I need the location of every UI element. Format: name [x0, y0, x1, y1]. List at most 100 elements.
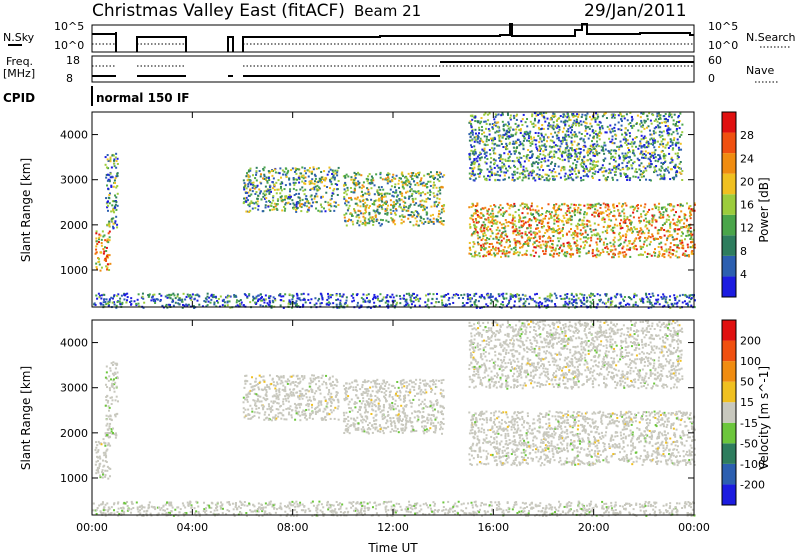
power-data-cell: [560, 140, 562, 142]
power-data-cell: [282, 199, 284, 201]
power-data-cell: [524, 216, 526, 218]
power-data-cell: [595, 241, 597, 243]
power-data-cell: [311, 178, 313, 180]
power-data-cell: [537, 166, 539, 168]
power-data-cell: [560, 209, 562, 211]
power-data-cell: [565, 142, 567, 144]
power-data-cell: [590, 160, 592, 162]
power-data-cell: [573, 207, 575, 209]
power-data-cell: [337, 194, 339, 196]
power-data-cell: [387, 182, 389, 184]
power-data-cell: [184, 298, 186, 300]
power-data-cell: [479, 159, 481, 161]
power-data-cell: [413, 297, 415, 299]
power-data-cell: [678, 256, 680, 258]
power-data-cell: [581, 294, 583, 296]
power-data-cell: [382, 189, 384, 191]
power-data-cell: [493, 143, 495, 145]
power-data-cell: [544, 155, 546, 157]
power-data-cell: [271, 175, 273, 177]
power-data-cell: [375, 214, 377, 216]
power-data-cell: [530, 234, 532, 236]
power-data-cell: [583, 205, 585, 207]
power-data-cell: [670, 221, 672, 223]
power-data-cell: [116, 226, 118, 228]
power-data-cell: [481, 126, 483, 128]
power-data-cell: [354, 189, 356, 191]
power-data-cell: [401, 193, 403, 195]
power-data-cell: [484, 207, 486, 209]
power-data-cell: [331, 195, 333, 197]
power-data-cell: [363, 181, 365, 183]
power-data-cell: [336, 184, 338, 186]
power-data-cell: [362, 200, 364, 202]
power-data-cell: [612, 230, 614, 232]
power-data-cell: [556, 119, 558, 121]
power-data-cell: [553, 142, 555, 144]
power-data-cell: [115, 216, 117, 218]
power-data-cell: [588, 138, 590, 140]
power-data-cell: [623, 222, 625, 224]
power-data-cell: [561, 203, 563, 205]
power-data-cell: [424, 206, 426, 208]
power-data-cell: [636, 210, 638, 212]
power-data-cell: [514, 173, 516, 175]
power-data-cell: [536, 219, 538, 221]
power-data-cell: [265, 294, 267, 296]
power-data-cell: [487, 210, 489, 212]
power-data-cell: [494, 254, 496, 256]
power-data-cell: [558, 232, 560, 234]
power-data-cell: [273, 296, 275, 298]
power-data-cell: [524, 138, 526, 140]
power-data-cell: [647, 237, 649, 239]
power-data-cell: [556, 145, 558, 147]
power-data-cell: [574, 214, 576, 216]
power-data-cell: [487, 144, 489, 146]
power-data-cell: [563, 169, 565, 171]
power-data-cell: [115, 153, 117, 155]
power-data-cell: [677, 204, 679, 206]
power-data-cell: [665, 121, 667, 123]
power-data-cell: [661, 255, 663, 257]
power-data-cell: [529, 132, 531, 134]
power-data-cell: [668, 219, 670, 221]
power-data-cell: [338, 167, 340, 169]
power-data-cell: [483, 229, 485, 231]
power-data-cell: [477, 138, 479, 140]
power-data-cell: [664, 222, 666, 224]
power-data-cell: [541, 134, 543, 136]
power-data-cell: [479, 255, 481, 257]
power-data-cell: [330, 296, 332, 298]
power-data-cell: [637, 115, 639, 117]
power-data-cell: [680, 161, 682, 163]
power-data-cell: [516, 234, 518, 236]
power-data-cell: [566, 116, 568, 118]
power-data-cell: [606, 229, 608, 231]
power-data-cell: [661, 208, 663, 210]
power-data-cell: [563, 203, 565, 205]
power-data-cell: [556, 135, 558, 137]
power-data-cell: [603, 160, 605, 162]
power-data-cell: [401, 219, 403, 221]
power-data-cell: [614, 124, 616, 126]
power-data-cell: [526, 254, 528, 256]
power-data-cell: [572, 179, 574, 181]
power-data-cell: [589, 128, 591, 130]
power-data-cell: [578, 170, 580, 172]
power-data-cell: [390, 296, 392, 298]
power-data-cell: [599, 254, 601, 256]
power-data-cell: [643, 128, 645, 130]
power-data-cell: [553, 249, 555, 251]
power-data-cell: [492, 208, 494, 210]
power-data-cell: [515, 249, 517, 251]
power-data-cell: [142, 298, 144, 300]
power-data-cell: [551, 300, 553, 302]
power-data-cell: [330, 181, 332, 183]
power-data-cell: [601, 219, 603, 221]
power-data-cell: [616, 205, 618, 207]
power-data-cell: [513, 251, 515, 253]
power-data-cell: [583, 168, 585, 170]
power-data-cell: [275, 182, 277, 184]
power-data-cell: [647, 211, 649, 213]
power-data-cell: [390, 304, 392, 306]
